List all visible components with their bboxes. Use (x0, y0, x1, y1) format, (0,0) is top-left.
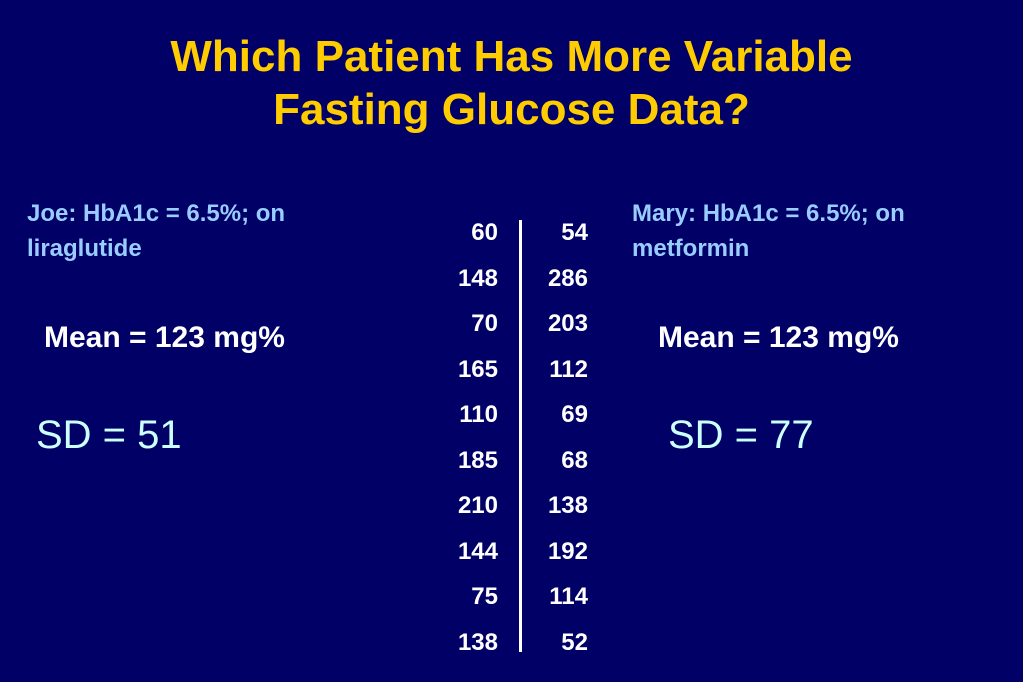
joe-value: 165 (457, 355, 498, 383)
mary-value: 112 (549, 355, 588, 383)
mary-value: 192 (547, 537, 588, 565)
joe-label: Joe: HbA1c = 6.5%; on liraglutide (27, 196, 387, 266)
column-divider (519, 220, 522, 652)
slide-title-line-1: Which Patient Has More Variable (170, 32, 853, 81)
joe-sd: SD = 51 (36, 413, 182, 457)
mary-label-line-1: Mary: HbA1c = 6.5%; on (632, 200, 905, 227)
slide-title: Which Patient Has More Variable Fasting … (0, 30, 1023, 136)
joe-value: 110 (459, 401, 498, 428)
joe-value: 60 (471, 219, 498, 246)
mary-mean: Mean = 123 mg% (658, 321, 899, 354)
joe-value: 148 (457, 264, 498, 292)
joe-label-line-2: liraglutide (27, 235, 142, 262)
mary-value: 114 (549, 583, 588, 610)
joe-value: 75 (471, 583, 498, 610)
mary-value: 286 (547, 264, 588, 292)
joe-value: 70 (471, 310, 498, 337)
joe-values-column: 60 148 70 165 110 185 210 144 75 138 (430, 210, 498, 665)
mary-sd: SD = 77 (668, 413, 814, 457)
mary-value: 54 (561, 219, 588, 246)
mary-value: 69 (561, 401, 588, 428)
slide-title-line-2: Fasting Glucose Data? (273, 85, 750, 134)
joe-mean: Mean = 123 mg% (44, 321, 285, 354)
mary-value: 68 (561, 446, 588, 474)
joe-value: 144 (457, 537, 498, 565)
mary-label: Mary: HbA1c = 6.5%; on metformin (632, 196, 1012, 266)
mary-label-line-2: metformin (632, 235, 750, 262)
joe-value: 138 (457, 628, 498, 656)
mary-value: 52 (561, 628, 588, 656)
joe-value: 185 (457, 446, 498, 474)
mary-values-column: 54 286 203 112 69 68 138 192 114 52 (520, 210, 588, 665)
mary-value: 138 (547, 492, 588, 519)
mary-value: 203 (547, 310, 588, 337)
joe-label-line-1: Joe: HbA1c = 6.5%; on (27, 200, 286, 227)
joe-value: 210 (457, 492, 498, 519)
